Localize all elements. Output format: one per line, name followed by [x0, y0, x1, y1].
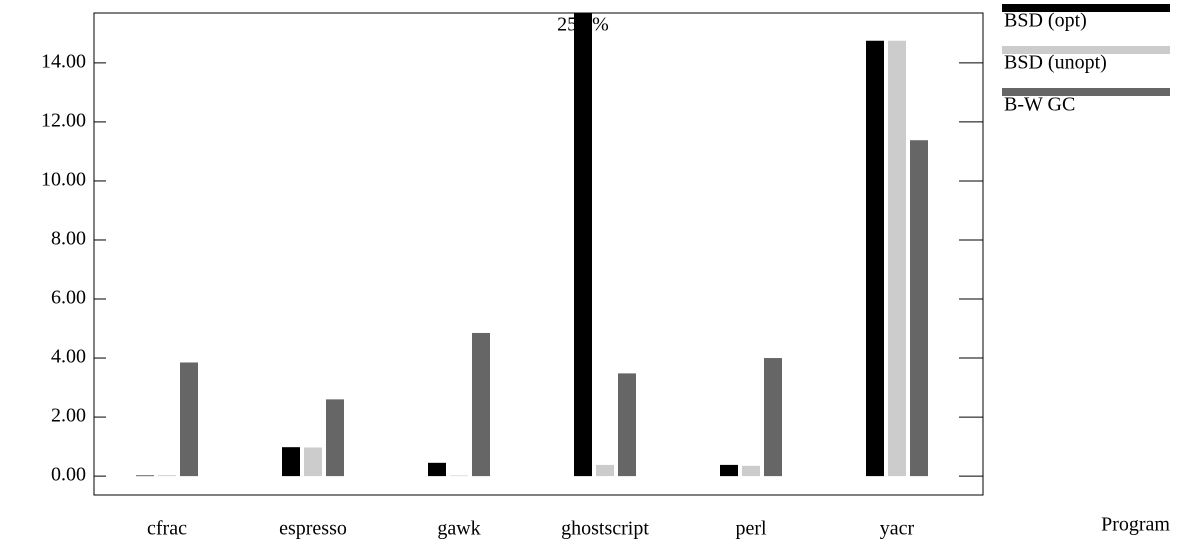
bar: [472, 332, 490, 477]
bar: [304, 447, 322, 477]
legend-label: BSD (unopt): [1004, 52, 1107, 74]
y-tick-label: 10.00: [41, 169, 86, 191]
x-tick-label: gawk: [437, 518, 480, 540]
bar: [158, 475, 176, 477]
y-tick-label: 12.00: [41, 110, 86, 132]
y-tick-label: 8.00: [51, 228, 86, 250]
y-tick-label: 4.00: [51, 346, 86, 368]
x-tick-label: perl: [735, 518, 767, 540]
bar: [764, 358, 782, 477]
bar: [282, 447, 300, 477]
legend-swatch: [1002, 88, 1170, 96]
y-tick-label: 2.00: [51, 405, 86, 427]
legend-label: B-W GC: [1004, 94, 1075, 116]
bar: [326, 399, 344, 477]
bar: [742, 465, 760, 477]
x-tick-label: ghostscript: [561, 518, 649, 540]
y-tick-label: 14.00: [41, 50, 86, 72]
bar: [180, 362, 198, 477]
y-tick-label: 6.00: [51, 287, 86, 309]
legend-label: BSD (opt): [1004, 10, 1087, 32]
legend-swatch: [1002, 4, 1170, 12]
legend-swatch: [1002, 46, 1170, 54]
bar: [450, 475, 468, 477]
value-label: 25.9%: [557, 14, 609, 36]
x-tick-label: cfrac: [147, 518, 187, 540]
bar: [596, 464, 614, 477]
bar: [574, 13, 592, 477]
bar: [910, 140, 928, 477]
bar: [866, 40, 884, 477]
x-tick-label: espresso: [279, 518, 347, 540]
bar: [618, 373, 636, 477]
y-tick-label: 0.00: [51, 464, 86, 486]
bar: [428, 462, 446, 477]
x-axis-label: Program: [1101, 514, 1170, 536]
plot-frame: [93, 12, 984, 496]
bars: [136, 13, 928, 477]
bar: [888, 40, 906, 477]
x-tick-label: yacr: [880, 518, 915, 540]
bar: [720, 464, 738, 477]
bar: [136, 475, 154, 477]
